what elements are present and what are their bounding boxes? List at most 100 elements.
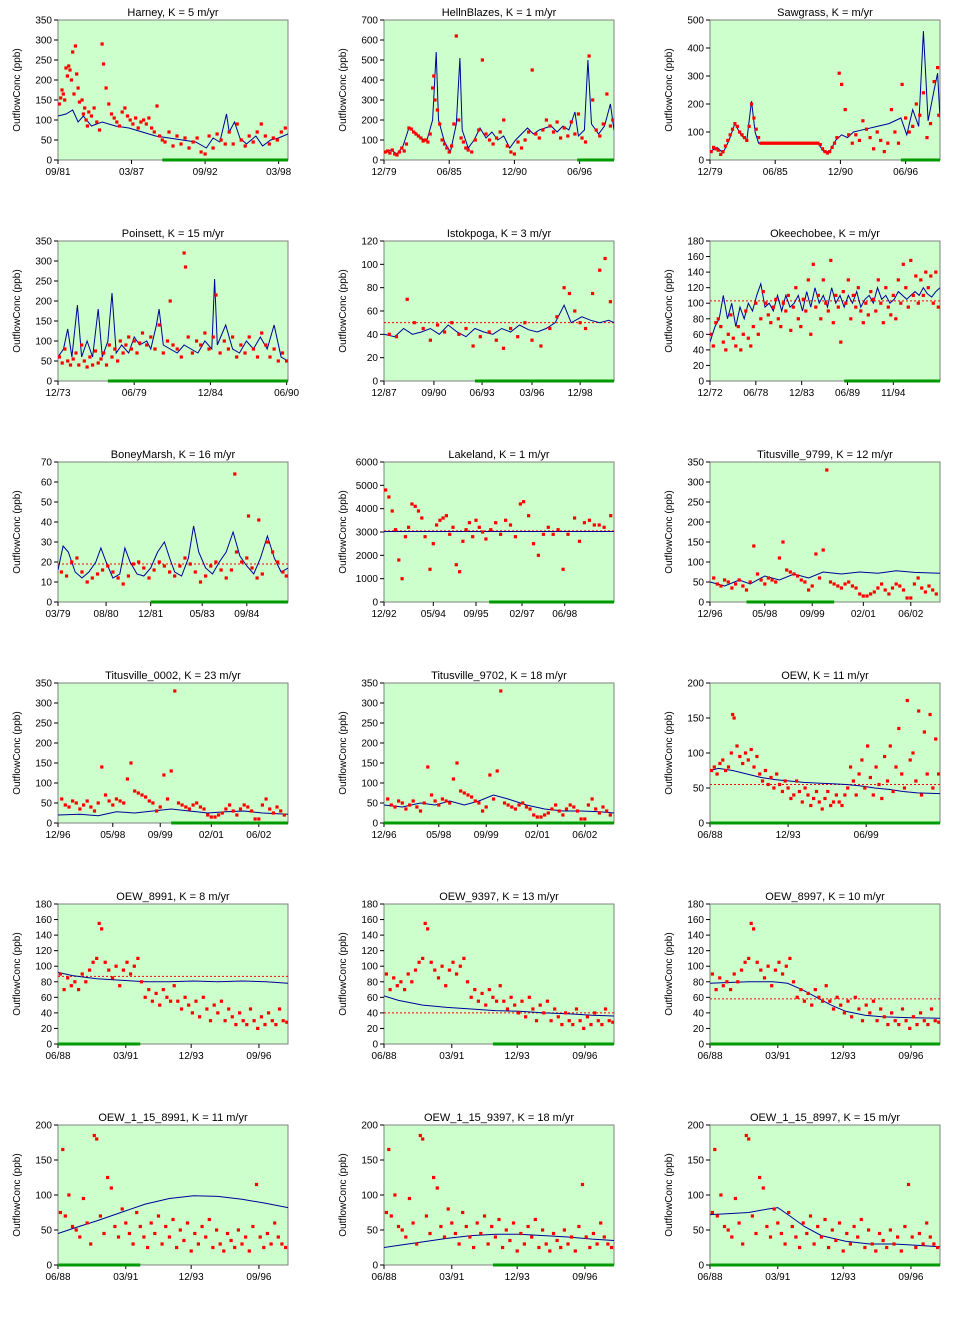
data-point bbox=[156, 1214, 161, 1218]
y-tick-label: 80 bbox=[693, 977, 705, 988]
data-point bbox=[766, 782, 770, 787]
x-tick-label: 05/94 bbox=[421, 609, 446, 620]
data-point bbox=[214, 293, 218, 297]
data-point bbox=[111, 803, 115, 807]
data-point bbox=[859, 309, 863, 313]
data-point bbox=[569, 120, 573, 124]
data-point bbox=[870, 1242, 874, 1246]
data-point bbox=[806, 141, 810, 145]
y-tick-label: 200 bbox=[35, 297, 52, 308]
data-point bbox=[902, 786, 907, 790]
data-point bbox=[142, 118, 146, 122]
data-point bbox=[116, 1235, 121, 1239]
data-point bbox=[397, 558, 401, 562]
y-tick-label: 80 bbox=[367, 977, 379, 988]
data-point bbox=[846, 278, 850, 282]
y-tick-label: 160 bbox=[35, 915, 52, 926]
data-point bbox=[125, 114, 130, 118]
data-point bbox=[448, 532, 452, 536]
data-point bbox=[872, 147, 876, 151]
y-tick-label: 150 bbox=[687, 538, 704, 549]
data-point bbox=[113, 347, 117, 351]
data-point bbox=[447, 150, 451, 154]
chart-panel: Istokpoga, K = 3 m/yr OutflowConc (ppb) 0 2… bbox=[326, 221, 646, 436]
data-point bbox=[62, 988, 66, 992]
x-tick-label: 12/96 bbox=[697, 609, 722, 620]
data-point bbox=[880, 582, 884, 586]
data-point bbox=[928, 1235, 932, 1239]
data-point bbox=[437, 803, 441, 807]
data-point bbox=[921, 91, 925, 95]
data-point bbox=[759, 968, 763, 972]
y-tick-label: 120 bbox=[687, 283, 704, 294]
y-tick-label: 150 bbox=[35, 96, 52, 107]
data-point bbox=[835, 995, 839, 999]
chart-title: Poinsett, K = 15 m/yr bbox=[122, 228, 225, 240]
data-point bbox=[101, 62, 106, 66]
x-tick-label: 12/83 bbox=[789, 388, 814, 399]
y-tick-label: 60 bbox=[367, 307, 379, 318]
data-point bbox=[834, 293, 838, 297]
data-point bbox=[271, 811, 275, 815]
data-point bbox=[730, 586, 734, 590]
data-point bbox=[219, 138, 223, 142]
data-point bbox=[473, 799, 477, 803]
data-point bbox=[811, 141, 815, 145]
data-point bbox=[466, 148, 470, 152]
data-point bbox=[897, 726, 901, 731]
data-point bbox=[751, 325, 755, 329]
data-point bbox=[190, 1011, 194, 1015]
data-point bbox=[63, 1214, 67, 1218]
data-point bbox=[564, 1011, 568, 1015]
data-point bbox=[118, 339, 122, 343]
y-tick-label: 300 bbox=[361, 699, 378, 710]
data-point bbox=[522, 1242, 526, 1246]
data-point bbox=[488, 773, 492, 777]
plot-area bbox=[709, 19, 941, 161]
data-point bbox=[70, 1224, 75, 1229]
data-point bbox=[798, 1245, 802, 1250]
data-point bbox=[905, 596, 909, 600]
data-point bbox=[404, 1235, 408, 1239]
data-point bbox=[249, 809, 254, 813]
data-point bbox=[474, 518, 478, 522]
data-point bbox=[440, 964, 444, 968]
x-tick-label: 06/78 bbox=[743, 388, 768, 399]
data-point bbox=[407, 525, 411, 529]
data-point bbox=[67, 64, 71, 68]
data-point bbox=[926, 1023, 930, 1027]
plot-content bbox=[384, 921, 614, 1030]
data-point bbox=[225, 1231, 230, 1236]
data-point bbox=[206, 813, 210, 817]
data-point bbox=[834, 793, 838, 797]
data-point bbox=[468, 1235, 472, 1239]
y-tick-label: 180 bbox=[35, 900, 52, 911]
data-point bbox=[839, 1003, 843, 1007]
data-point bbox=[737, 578, 741, 582]
y-tick-label: 120 bbox=[361, 237, 378, 248]
data-point bbox=[399, 980, 403, 984]
data-point bbox=[588, 1245, 592, 1250]
data-point bbox=[389, 1214, 393, 1218]
data-point bbox=[480, 58, 484, 62]
data-point bbox=[223, 1019, 227, 1023]
data-point bbox=[761, 290, 765, 294]
data-point bbox=[107, 102, 111, 106]
data-point bbox=[198, 805, 202, 809]
data-point bbox=[754, 301, 758, 305]
x-tick-label: 12/96 bbox=[45, 830, 70, 841]
data-point bbox=[212, 1003, 216, 1007]
data-point bbox=[245, 556, 249, 560]
data-point bbox=[879, 301, 883, 305]
data-point bbox=[428, 338, 432, 342]
data-point bbox=[786, 293, 790, 297]
data-point bbox=[824, 301, 828, 305]
data-point bbox=[464, 528, 468, 532]
chart-panel: Titusville_0002, K = 23 m/yr OutflowConc … bbox=[0, 663, 320, 878]
data-point bbox=[173, 574, 177, 578]
data-point bbox=[150, 999, 154, 1003]
y-tick-label: 100 bbox=[35, 116, 52, 127]
